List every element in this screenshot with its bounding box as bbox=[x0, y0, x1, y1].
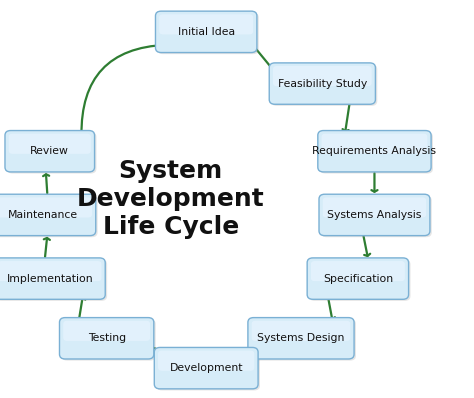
FancyBboxPatch shape bbox=[319, 150, 429, 170]
FancyBboxPatch shape bbox=[5, 131, 94, 172]
FancyBboxPatch shape bbox=[0, 258, 105, 299]
FancyBboxPatch shape bbox=[269, 63, 375, 104]
FancyBboxPatch shape bbox=[307, 258, 409, 299]
FancyBboxPatch shape bbox=[321, 196, 432, 237]
Text: Maintenance: Maintenance bbox=[8, 210, 78, 220]
FancyBboxPatch shape bbox=[155, 347, 258, 389]
FancyBboxPatch shape bbox=[309, 277, 407, 298]
FancyBboxPatch shape bbox=[159, 14, 253, 34]
FancyBboxPatch shape bbox=[156, 349, 260, 390]
FancyBboxPatch shape bbox=[311, 261, 405, 281]
FancyBboxPatch shape bbox=[309, 259, 410, 301]
FancyBboxPatch shape bbox=[0, 196, 98, 237]
FancyBboxPatch shape bbox=[271, 64, 377, 106]
FancyBboxPatch shape bbox=[248, 318, 354, 359]
FancyBboxPatch shape bbox=[64, 321, 150, 341]
FancyBboxPatch shape bbox=[60, 318, 154, 359]
FancyBboxPatch shape bbox=[318, 131, 431, 172]
FancyBboxPatch shape bbox=[0, 197, 92, 217]
FancyBboxPatch shape bbox=[157, 13, 259, 54]
Text: Testing: Testing bbox=[88, 333, 126, 343]
Text: Specification: Specification bbox=[323, 273, 393, 284]
Text: Review: Review bbox=[30, 146, 69, 156]
FancyBboxPatch shape bbox=[252, 321, 350, 341]
FancyBboxPatch shape bbox=[271, 82, 374, 103]
FancyBboxPatch shape bbox=[62, 337, 152, 357]
Text: System
Development
Life Cycle: System Development Life Cycle bbox=[77, 159, 264, 239]
FancyBboxPatch shape bbox=[250, 319, 356, 361]
FancyBboxPatch shape bbox=[0, 261, 101, 281]
FancyBboxPatch shape bbox=[7, 132, 96, 174]
FancyBboxPatch shape bbox=[321, 213, 428, 234]
Text: Feasibility Study: Feasibility Study bbox=[278, 78, 367, 89]
FancyBboxPatch shape bbox=[319, 132, 433, 174]
FancyBboxPatch shape bbox=[0, 194, 96, 236]
Text: Systems Analysis: Systems Analysis bbox=[327, 210, 422, 220]
Text: Development: Development bbox=[169, 363, 243, 373]
FancyBboxPatch shape bbox=[319, 194, 430, 236]
FancyBboxPatch shape bbox=[0, 259, 107, 301]
FancyBboxPatch shape bbox=[273, 66, 372, 86]
Text: Implementation: Implementation bbox=[7, 273, 93, 284]
Text: Systems Design: Systems Design bbox=[257, 333, 345, 343]
FancyBboxPatch shape bbox=[321, 134, 427, 154]
Text: Requirements Analysis: Requirements Analysis bbox=[312, 146, 437, 156]
FancyBboxPatch shape bbox=[62, 319, 155, 361]
FancyBboxPatch shape bbox=[9, 134, 91, 154]
FancyBboxPatch shape bbox=[250, 337, 352, 357]
FancyBboxPatch shape bbox=[155, 11, 257, 53]
FancyBboxPatch shape bbox=[157, 30, 255, 51]
FancyBboxPatch shape bbox=[7, 150, 92, 170]
FancyBboxPatch shape bbox=[0, 213, 94, 234]
FancyBboxPatch shape bbox=[0, 277, 103, 298]
FancyBboxPatch shape bbox=[158, 351, 254, 371]
FancyBboxPatch shape bbox=[323, 197, 426, 217]
Text: Initial Idea: Initial Idea bbox=[178, 27, 235, 37]
FancyBboxPatch shape bbox=[156, 367, 256, 387]
